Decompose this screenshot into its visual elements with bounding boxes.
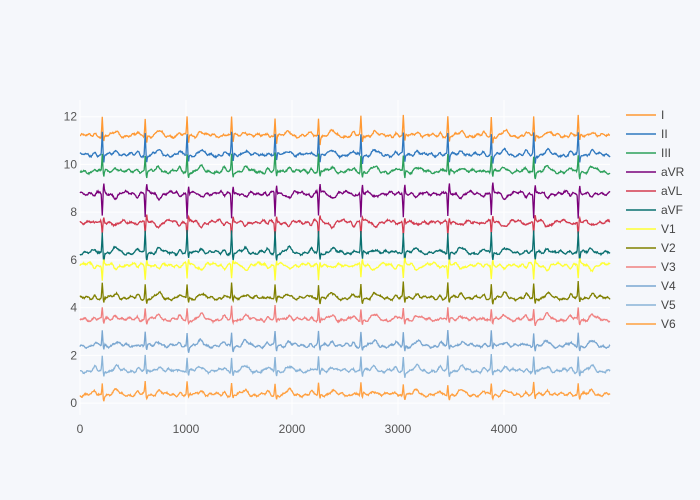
legend-label-v2: V2: [661, 241, 676, 255]
legend-label-v5: V5: [661, 298, 676, 312]
series-line-v2: [79, 281, 611, 305]
legend-label-v6: V6: [661, 317, 676, 331]
legend-label-iii: III: [661, 146, 671, 160]
x-tick-label: 3000: [385, 422, 412, 436]
legend-label-v1: V1: [661, 222, 676, 236]
legend-label-avf: aVF: [661, 203, 683, 217]
legend-label-avl: aVL: [661, 184, 683, 198]
series-line-v3: [79, 304, 611, 326]
series-lines: [79, 114, 611, 402]
y-tick-label: 10: [64, 157, 78, 171]
series-line-v1: [79, 257, 611, 281]
legend-label-ii: II: [661, 127, 668, 141]
series-line-ii: [79, 131, 611, 165]
axis-labels: 0 1000 2000 3000 4000 0 2 4 6 8 10 12: [64, 110, 518, 436]
y-tick-label: 0: [70, 396, 77, 410]
y-tick-label: 8: [70, 205, 77, 219]
x-tick-label: 2000: [279, 422, 306, 436]
legend-label-i: I: [661, 108, 664, 122]
legend-label-v4: V4: [661, 279, 676, 293]
y-tick-label: 4: [70, 301, 77, 315]
legend-label-v3: V3: [661, 260, 676, 274]
series-line-avl: [79, 214, 611, 238]
series-line-v4: [79, 330, 611, 353]
x-tick-label: 4000: [491, 422, 518, 436]
y-tick-label: 2: [70, 348, 77, 362]
series-line-avr: [79, 182, 611, 219]
series-line-avf: [79, 229, 611, 263]
series-line-v6: [79, 381, 611, 402]
x-tick-label: 0: [77, 422, 84, 436]
legend-label-avr: aVR: [661, 165, 685, 179]
series-line-v5: [79, 353, 611, 378]
series-line-i: [79, 114, 611, 146]
series-line-iii: [79, 152, 611, 180]
y-tick-label: 12: [64, 110, 78, 124]
y-tick-label: 6: [70, 253, 77, 267]
x-tick-label: 1000: [173, 422, 200, 436]
